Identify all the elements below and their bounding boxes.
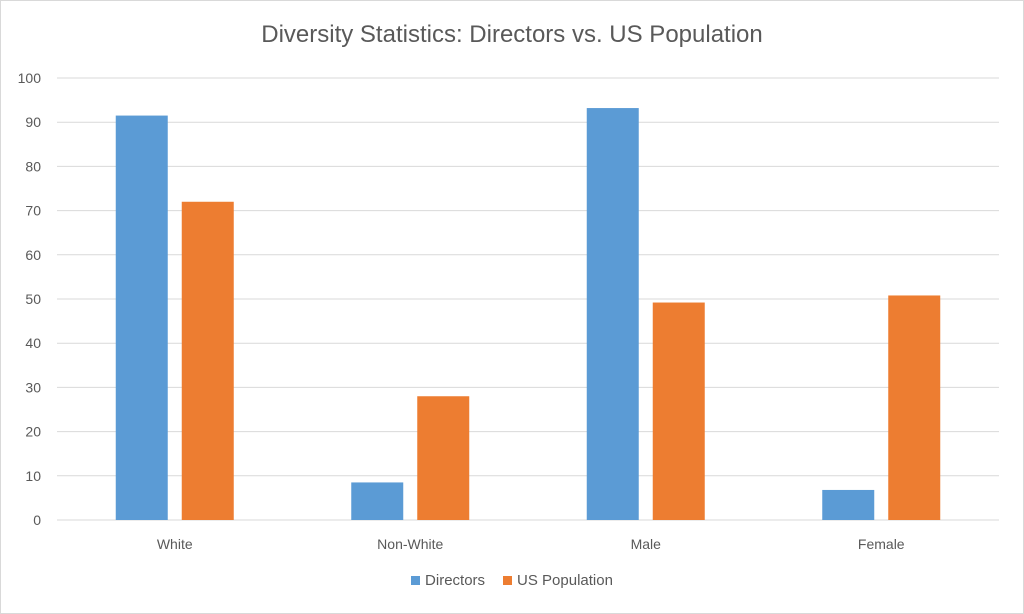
- x-tick-label: Non-White: [377, 536, 443, 552]
- bar-directors-white: [115, 115, 168, 520]
- legend-swatch-us-population: [503, 576, 513, 585]
- legend-label-us-population: US Population: [517, 572, 613, 589]
- y-tick-label: 0: [33, 512, 41, 528]
- x-axis-ticks: White Non-White Male Female: [157, 536, 905, 552]
- y-tick-label: 80: [25, 158, 41, 174]
- legend-swatch-directors: [411, 576, 421, 585]
- bar-us-population-male: [652, 302, 705, 520]
- bar-directors-non-white: [351, 482, 404, 520]
- y-tick-label: 30: [25, 379, 41, 395]
- legend: Directors US Population: [1, 572, 1023, 589]
- chart-title: Diversity Statistics: Directors vs. US P…: [261, 21, 763, 48]
- legend-item-us-population: US Population: [503, 572, 613, 589]
- y-tick-label: 40: [25, 335, 41, 351]
- legend-label-directors: Directors: [425, 572, 486, 589]
- y-axis-ticks: 0 10 20 30 40 50 60 70 80 90 100: [18, 70, 42, 528]
- bars: [115, 108, 941, 520]
- bar-us-population-non-white: [417, 396, 470, 520]
- bar-us-population-female: [888, 295, 941, 520]
- y-tick-label: 70: [25, 203, 41, 219]
- bar-us-population-white: [181, 201, 234, 520]
- y-tick-label: 50: [25, 291, 41, 307]
- y-tick-label: 20: [25, 424, 41, 440]
- legend-item-directors: Directors: [411, 572, 485, 589]
- x-tick-label: Male: [631, 536, 662, 552]
- y-tick-label: 60: [25, 247, 41, 263]
- bar-directors-female: [822, 489, 875, 520]
- y-tick-label: 90: [25, 114, 41, 130]
- y-tick-label: 10: [25, 468, 41, 484]
- x-tick-label: Female: [858, 536, 905, 552]
- y-tick-label: 100: [18, 70, 42, 86]
- x-tick-label: White: [157, 536, 193, 552]
- bar-directors-male: [586, 108, 639, 520]
